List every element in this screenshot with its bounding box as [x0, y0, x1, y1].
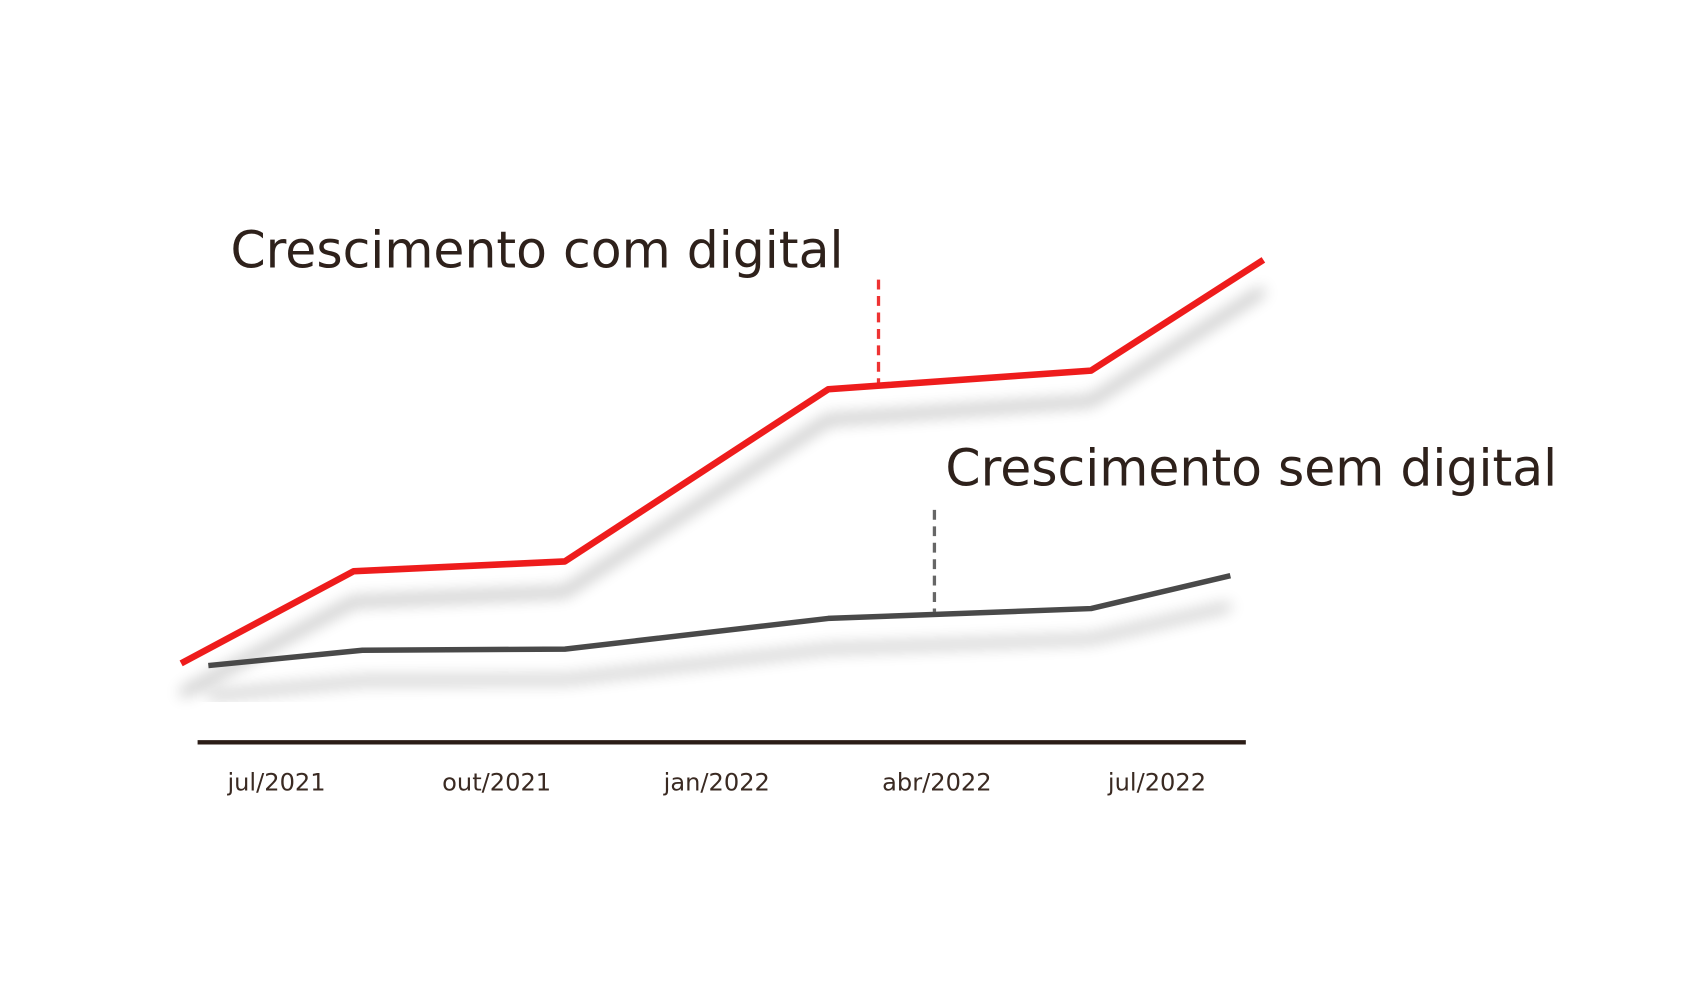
x-tick-label: jan/2022: [663, 769, 770, 797]
series-line: [208, 572, 1232, 669]
x-tick-label: abr/2022: [882, 769, 991, 797]
series-line: [179, 257, 1266, 667]
x-tick-label: out/2021: [442, 769, 551, 797]
x-tick-label: jul/2022: [1107, 769, 1206, 797]
x-tick-label: jul/2021: [226, 769, 325, 797]
series-label: Crescimento sem digital: [945, 439, 1557, 498]
series-label: Crescimento com digital: [230, 221, 843, 280]
